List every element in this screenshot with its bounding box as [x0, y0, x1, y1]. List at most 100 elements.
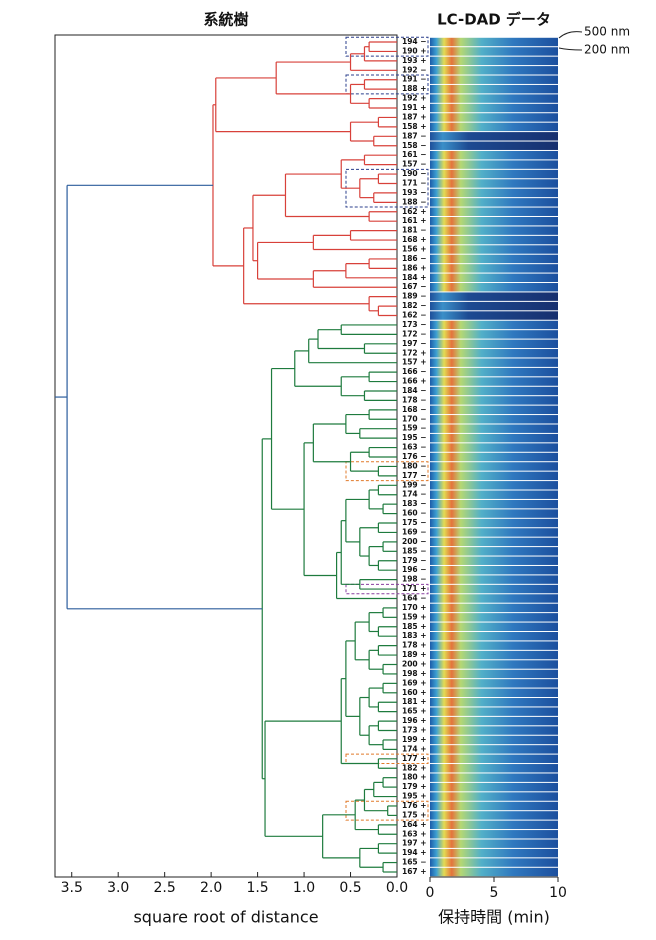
wavelength-label: 200 nm: [584, 43, 630, 57]
heatmap-strip: [430, 688, 558, 698]
heatmap-strip: [430, 820, 558, 830]
leaf-label: 193 +: [402, 56, 427, 65]
leaf-label: 180 −: [402, 461, 427, 470]
heatmap-strip: [430, 415, 558, 424]
leaf-label: 168 −: [402, 405, 427, 414]
leaf-label: 186 −: [402, 254, 427, 263]
heatmap-strip: [430, 679, 558, 688]
leaf-label: 188 −: [402, 197, 427, 206]
heatmap-strip: [430, 594, 558, 603]
leaf-label: 157 −: [402, 160, 427, 169]
heatmap-strip: [430, 537, 558, 547]
heatmap-strip: [430, 528, 558, 537]
leaf-label: 187 +: [402, 112, 427, 121]
leaf-label: 168 +: [402, 235, 427, 244]
leaf-label: 191 +: [402, 103, 427, 112]
heatmap-strip: [430, 367, 558, 377]
heatmap-strip: [430, 490, 558, 499]
heatmap-strip: [430, 603, 558, 613]
heatmap-strip: [430, 150, 558, 160]
leaf-label: 190 −: [402, 169, 427, 178]
wavelength-bracket: [558, 31, 583, 51]
leaf-label: 196 −: [402, 565, 427, 574]
leaf-label: 160 −: [402, 509, 427, 518]
leaf-label: 161 −: [402, 150, 427, 159]
heatmap-strip: [430, 735, 558, 745]
heatmap-strip: [430, 565, 558, 575]
heatmap-strip: [430, 801, 558, 811]
highlight-box: [345, 753, 429, 765]
leaf-label: 198 +: [402, 669, 427, 678]
heatmap-strip: [430, 745, 558, 754]
leaf-label: 194 +: [402, 848, 427, 857]
heatmap-strip: [430, 518, 558, 528]
leaf-label: 174 +: [402, 744, 427, 753]
leaf-label: 184 −: [402, 386, 427, 395]
heatmap-strip: [430, 396, 558, 405]
leaf-label: 178 +: [402, 641, 427, 650]
leaf-label: 170 −: [402, 414, 427, 423]
heatmap-strip: [430, 198, 558, 207]
leaf-label: 188 +: [402, 84, 427, 93]
heatmap-strip: [430, 311, 558, 320]
heatmap-strip: [430, 584, 558, 594]
leaf-label: 171 +: [402, 584, 427, 593]
leaf-label: 163 −: [402, 443, 427, 452]
leaf-label: 200 +: [402, 660, 427, 669]
leaf-label: 175 −: [402, 518, 427, 527]
leaf-label: 195 −: [402, 433, 427, 442]
highlight-box: [345, 36, 429, 57]
heatmap-strip: [430, 858, 558, 867]
heatmap-strip: [430, 631, 558, 641]
heatmap-strip: [430, 848, 558, 858]
leaf-label: 159 −: [402, 424, 427, 433]
heatmap-x-axis-label: 保持時間 (min): [438, 908, 550, 927]
leaf-label: 184 +: [402, 273, 427, 282]
leaf-label: 169 −: [402, 527, 427, 536]
heatmap-strip: [430, 386, 558, 396]
leaf-label: 170 +: [402, 603, 427, 612]
leaf-label: 176 +: [402, 801, 427, 810]
leaf-label: 187 −: [402, 131, 427, 140]
leaf-label: 199 +: [402, 735, 427, 744]
leaf-label: 195 +: [402, 792, 427, 801]
leaf-label: 167 −: [402, 282, 427, 291]
heatmap-strip: [430, 179, 558, 188]
heatmap-strip: [430, 669, 558, 679]
heatmap-strip: [430, 122, 558, 132]
wavelength-label: 500 nm: [584, 25, 630, 39]
heatmap-strip: [430, 188, 558, 198]
heatmap-strip: [430, 216, 558, 226]
leaf-label: 173 +: [402, 726, 427, 735]
leaf-label: 197 −: [402, 339, 427, 348]
heatmap-strip: [430, 782, 558, 792]
leaf-label: 196 +: [402, 716, 427, 725]
leaf-label: 173 −: [402, 320, 427, 329]
leaf-label: 192 +: [402, 94, 427, 103]
heatmap-strip: [430, 207, 558, 216]
leaf-label: 165 −: [402, 858, 427, 867]
leaf-label: 156 +: [402, 245, 427, 254]
leaf-label: 179 −: [402, 556, 427, 565]
leaf-label: 200 −: [402, 537, 427, 546]
heatmap-strip: [430, 867, 558, 877]
heatmap-strip: [430, 339, 558, 349]
leaf-label: 198 −: [402, 575, 427, 584]
leaf-label: 165 +: [402, 707, 427, 716]
heatmap-strip: [430, 830, 558, 839]
leaf-label: 181 −: [402, 226, 427, 235]
heatmap-strip: [430, 698, 558, 707]
x-tick-label: 0.0: [386, 880, 408, 896]
leaf-label: 163 +: [402, 829, 427, 838]
leaf-label: 161 +: [402, 216, 427, 225]
leaf-label: 182 +: [402, 763, 427, 772]
heatmap-x-tick-label: 0: [426, 885, 435, 901]
leaf-label: 174 −: [402, 490, 427, 499]
leaf-label: 164 +: [402, 820, 427, 829]
heatmap-strip: [430, 650, 558, 660]
heatmap-strip: [430, 132, 558, 141]
leaf-label: 191 −: [402, 75, 427, 84]
heatmap-strip: [430, 660, 558, 669]
leaf-label: 199 −: [402, 480, 427, 489]
heatmap-strip: [430, 94, 558, 103]
